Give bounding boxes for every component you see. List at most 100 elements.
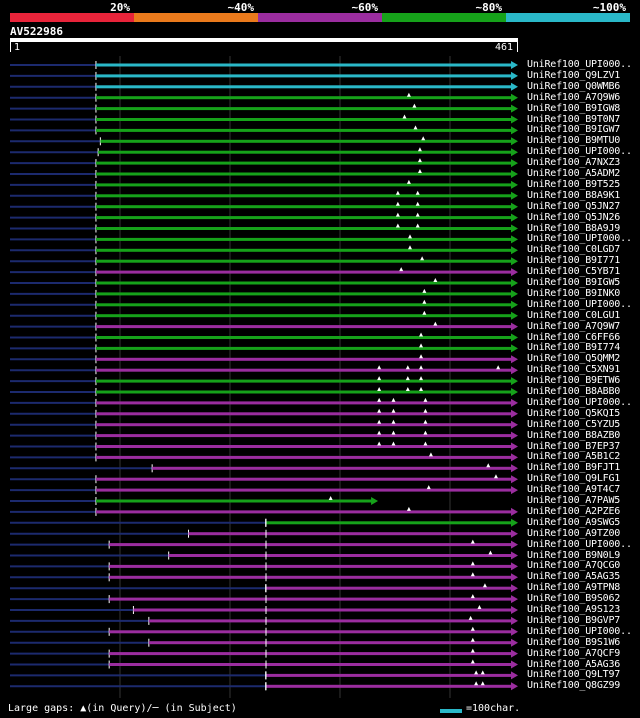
hit-label[interactable]: UniRef100_A5ADM2 [527, 168, 621, 179]
hit-label[interactable]: UniRef100_C5YZU5 [527, 418, 621, 430]
hit-label[interactable]: UniRef100_A7Q9W6 [527, 91, 621, 103]
hit-arrow [511, 442, 518, 451]
hit-bar [109, 564, 512, 568]
hit-arrow [511, 191, 518, 200]
hit-label[interactable]: UniRef100_B9S062 [527, 593, 621, 605]
hit-label[interactable]: UniRef100_A7QCG0 [527, 560, 621, 572]
hit-label[interactable]: UniRef100_B8A9J9 [527, 222, 621, 234]
query-gap-marker [328, 496, 333, 500]
query-gap-marker [402, 114, 407, 119]
hit-label[interactable]: UniRef100_B8A9K1 [527, 189, 621, 201]
hit-label[interactable]: UniRef100_C6FF66 [527, 331, 621, 343]
hit-label[interactable]: UniRef100_B9N0L9 [527, 549, 621, 561]
hit-label[interactable]: UniRef100_UPI000.. [527, 298, 632, 310]
query-ruler: 1 461 [10, 38, 518, 53]
hit-arrow [511, 529, 518, 538]
hit-row [10, 169, 518, 178]
hit-label[interactable]: UniRef100_B9GVP7 [527, 614, 621, 626]
hit-label[interactable]: UniRef100_A2PZE6 [527, 505, 621, 517]
query-gap-marker [377, 387, 382, 391]
hit-label[interactable]: UniRef100_A5AG36 [527, 658, 621, 670]
hit-label[interactable]: UniRef100_B9S1W6 [527, 636, 621, 648]
hit-label[interactable]: UniRef100_C0LGU1 [527, 309, 621, 321]
hit-arrow [511, 398, 518, 407]
hit-label[interactable]: UniRef100_Q5JN26 [527, 211, 621, 223]
hit-arrow [511, 300, 518, 309]
hit-label[interactable]: UniRef100_A7NXZ3 [527, 157, 621, 169]
hit-label[interactable]: UniRef100_A7PAW5 [527, 495, 621, 506]
hit-label[interactable]: UniRef100_A9S123 [527, 604, 621, 615]
hit-row [10, 136, 518, 146]
hit-bar [95, 118, 513, 121]
hit-label[interactable]: UniRef100_B9IGW8 [527, 102, 621, 114]
hit-label[interactable]: UniRef100_Q8GZ99 [527, 680, 621, 692]
hit-label[interactable]: UniRef100_Q9LFG1 [527, 473, 621, 485]
hit-label[interactable]: UniRef100_A9T4C7 [527, 484, 621, 496]
hit-label[interactable]: UniRef100_Q5JN27 [527, 200, 621, 212]
hit-bar [148, 641, 512, 645]
hit-bar [95, 292, 513, 296]
hit-label[interactable]: UniRef100_A5B1C2 [527, 451, 621, 463]
hit-label[interactable]: UniRef100_UPI000.. [527, 625, 632, 637]
hit-label[interactable]: UniRef100_B9T525 [527, 178, 621, 190]
hit-label[interactable]: UniRef100_A5AG35 [527, 571, 621, 583]
hit-label[interactable]: UniRef100_C0LGD7 [527, 244, 621, 256]
hit-label[interactable]: UniRef100_B7EP37 [527, 440, 621, 452]
query-gap-marker [413, 125, 418, 130]
hit-label[interactable]: UniRef100_B9IGW5 [527, 277, 621, 288]
hit-row [10, 419, 518, 429]
hit-bar [188, 532, 512, 536]
query-gap-marker [377, 430, 382, 435]
hit-label[interactable]: UniRef100_Q5QMM2 [527, 353, 621, 365]
hit-label[interactable]: UniRef100_Q9LT97 [527, 669, 621, 681]
query-gap-marker [377, 408, 382, 413]
hit-label[interactable]: UniRef100_A9TZ00 [527, 527, 621, 539]
hit-label[interactable]: UniRef100_Q9LZV1 [527, 69, 621, 81]
hit-label[interactable]: UniRef100_B9MTU0 [527, 135, 621, 147]
hit-row [10, 278, 518, 287]
hit-label[interactable]: UniRef100_A7QCF9 [527, 647, 621, 659]
hit-bar [265, 684, 512, 688]
hit-label[interactable]: UniRef100_B9FJT1 [527, 462, 621, 474]
hit-label[interactable]: UniRef100_Q0WMB6 [527, 80, 621, 92]
hit-label[interactable]: UniRef100_UPI000.. [527, 59, 632, 70]
hit-bar [95, 445, 513, 448]
hit-label[interactable]: UniRef100_B9INK0 [527, 287, 621, 299]
hit-bar [95, 270, 513, 274]
query-ruler-start-tick [10, 42, 11, 52]
hit-label[interactable]: UniRef100_A9SWG5 [527, 516, 621, 528]
hit-label[interactable]: UniRef100_B9ETW6 [527, 375, 621, 387]
hit-arrow [511, 627, 518, 636]
hit-label[interactable]: UniRef100_UPI000.. [527, 146, 632, 158]
query-id: AV522986 [10, 25, 63, 38]
hit-row [10, 670, 518, 680]
hit-label[interactable]: UniRef100_B9T0N7 [527, 113, 621, 125]
query-gap-marker [415, 201, 420, 206]
hit-label[interactable]: UniRef100_A9TPN8 [527, 582, 621, 594]
hit-label[interactable]: UniRef100_B9I771 [527, 255, 621, 267]
query-gap-marker [377, 419, 382, 424]
query-gap-marker [470, 539, 475, 544]
hit-arrow [511, 638, 518, 647]
hit-arrow [511, 115, 518, 124]
hit-label[interactable]: UniRef100_UPI000.. [527, 233, 632, 245]
hit-label[interactable]: UniRef100_B8AZB0 [527, 429, 621, 441]
hit-label[interactable]: UniRef100_Q5KQI5 [527, 407, 621, 419]
hit-arrow [511, 616, 518, 625]
hit-arrow [371, 497, 379, 505]
hit-label[interactable]: UniRef100_UPI000.. [527, 396, 632, 408]
query-gap-marker [405, 365, 410, 370]
hit-bar [95, 379, 513, 383]
hit-row [10, 550, 518, 560]
hit-bar [265, 673, 512, 677]
hit-label[interactable]: UniRef100_C5XN91 [527, 364, 621, 376]
hit-label[interactable]: UniRef100_C5YB71 [527, 266, 621, 278]
hit-label[interactable]: UniRef100_B9I774 [527, 342, 621, 354]
hit-label[interactable]: UniRef100_B8ABB0 [527, 386, 621, 397]
hit-label[interactable]: UniRef100_B9IGW7 [527, 124, 621, 136]
query-gap-marker [477, 605, 482, 609]
hit-label[interactable]: UniRef100_A7Q9W7 [527, 320, 621, 332]
hit-label[interactable]: UniRef100_UPI000.. [527, 538, 632, 550]
hit-arrow [511, 562, 518, 571]
hit-bar [95, 74, 513, 78]
